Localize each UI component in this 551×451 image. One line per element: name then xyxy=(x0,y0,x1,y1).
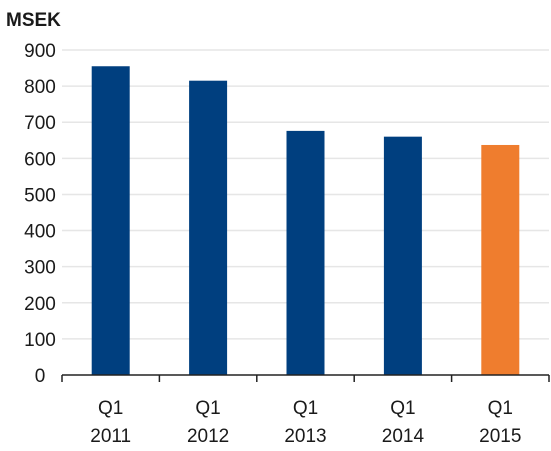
y-axis-ticks: 0 100 200 300 400 500 600 700 800 900 xyxy=(24,41,56,387)
bar xyxy=(286,130,325,375)
x-tick-label-year: 2012 xyxy=(187,426,229,447)
x-tick-label-year: 2011 xyxy=(90,426,131,447)
y-tick-label: 200 xyxy=(24,294,56,315)
y-tick-label: 600 xyxy=(24,149,56,170)
bars xyxy=(91,66,520,375)
x-axis xyxy=(61,374,550,382)
x-tick-label-quarter: Q1 xyxy=(195,398,220,419)
y-tick-label: 700 xyxy=(24,113,56,134)
x-tick-label-quarter: Q1 xyxy=(488,398,513,419)
x-tick-label-quarter: Q1 xyxy=(98,398,123,419)
y-tick-label: 500 xyxy=(24,185,56,206)
y-tick-label: 0 xyxy=(35,366,46,387)
x-tick-label-year: 2013 xyxy=(284,426,326,447)
x-axis-labels: Q1 2011 Q1 2012 Q1 2013 Q1 2014 Q1 2015 xyxy=(90,398,521,447)
bar xyxy=(383,136,422,375)
unit-label: MSEK xyxy=(6,10,61,31)
y-tick-label: 100 xyxy=(24,330,56,351)
x-tick-label-quarter: Q1 xyxy=(293,398,318,419)
y-tick-label: 800 xyxy=(24,77,56,98)
x-tick-label-year: 2014 xyxy=(382,426,425,447)
y-tick-label: 400 xyxy=(24,222,56,243)
bar xyxy=(189,80,228,375)
bar xyxy=(481,144,520,375)
x-tick-label-year: 2015 xyxy=(479,426,521,447)
y-tick-label: 300 xyxy=(24,258,56,279)
bar xyxy=(91,66,130,375)
y-tick-label: 900 xyxy=(24,41,56,62)
x-tick-label-quarter: Q1 xyxy=(390,398,415,419)
